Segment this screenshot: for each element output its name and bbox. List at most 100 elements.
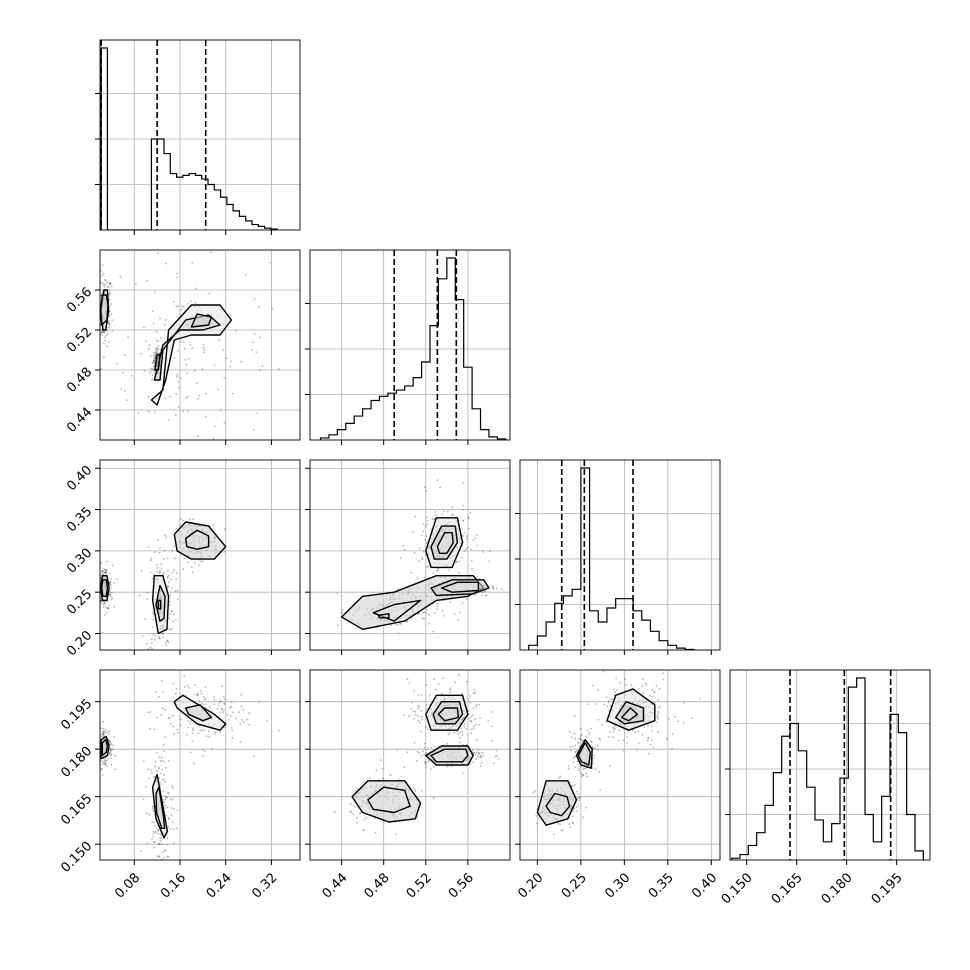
scatter-point xyxy=(614,691,616,694)
scatter-point xyxy=(597,718,600,721)
scatter-point xyxy=(462,508,464,511)
scatter-point xyxy=(154,634,157,637)
scatter-point xyxy=(109,754,112,757)
scatter-point xyxy=(609,765,612,767)
scatter-point xyxy=(159,839,162,842)
scatter-point xyxy=(615,677,617,680)
scatter-point xyxy=(453,613,456,615)
scatter-point xyxy=(425,535,428,538)
scatter-point xyxy=(606,705,609,708)
scatter-point xyxy=(425,703,428,706)
scatter-point xyxy=(375,769,378,772)
scatter-point xyxy=(476,544,479,547)
scatter-point xyxy=(168,395,171,398)
scatter-point xyxy=(104,762,107,765)
scatter-point xyxy=(158,855,161,857)
scatter-point xyxy=(194,684,197,686)
scatter-point xyxy=(214,425,216,428)
scatter-point xyxy=(424,486,426,489)
scatter-point xyxy=(470,720,473,723)
scatter-point xyxy=(98,762,100,764)
scatter-point xyxy=(559,823,561,826)
scatter-point xyxy=(197,564,200,566)
scatter-point xyxy=(162,744,165,746)
scatter-point xyxy=(420,789,423,792)
scatter-point xyxy=(109,750,112,753)
scatter-point xyxy=(160,567,163,570)
scatter-point xyxy=(340,611,343,614)
scatter-point xyxy=(143,326,145,329)
scatter-point xyxy=(492,587,495,590)
scatter-point xyxy=(175,393,178,396)
scatter-point xyxy=(174,590,177,593)
scatter-point xyxy=(220,685,223,687)
scatter-point xyxy=(569,781,572,783)
scatter-point xyxy=(177,349,180,352)
scatter-point xyxy=(472,761,474,763)
scatter-point xyxy=(475,757,478,760)
scatter-point xyxy=(153,359,155,361)
scatter-point xyxy=(151,838,153,841)
scatter-point xyxy=(164,781,167,783)
scatter-point xyxy=(573,732,576,735)
scatter-point xyxy=(153,846,155,849)
scatter-point xyxy=(245,274,247,276)
scatter-point xyxy=(222,349,225,351)
scatter-point xyxy=(155,348,158,351)
scatter-point xyxy=(108,341,110,343)
scatter-point xyxy=(474,718,477,721)
scatter-point xyxy=(420,534,423,537)
pair-panel-3-1 xyxy=(305,669,511,865)
scatter-point xyxy=(403,766,406,769)
scatter-point xyxy=(176,276,179,279)
scatter-point xyxy=(416,817,418,819)
scatter-point xyxy=(168,818,171,820)
scatter-point xyxy=(461,743,464,746)
scatter-point xyxy=(109,322,111,325)
scatter-point xyxy=(150,654,152,656)
y-tick-label: 0.52 xyxy=(64,325,95,356)
scatter-point xyxy=(577,793,580,796)
scatter-point xyxy=(109,310,111,313)
scatter-point xyxy=(652,746,655,749)
scatter-point xyxy=(174,692,177,695)
scatter-point xyxy=(100,367,103,370)
scatter-point xyxy=(164,534,167,537)
scatter-point xyxy=(469,701,472,704)
scatter-point xyxy=(218,233,220,235)
scatter-point xyxy=(104,339,107,342)
scatter-point xyxy=(191,347,194,349)
scatter-point xyxy=(653,701,656,704)
scatter-point xyxy=(100,733,103,736)
scatter-point xyxy=(175,572,178,575)
scatter-point xyxy=(599,789,601,791)
scatter-point xyxy=(568,823,571,826)
scatter-point xyxy=(104,728,107,731)
scatter-point xyxy=(653,690,656,693)
scatter-point xyxy=(229,365,232,368)
scatter-point xyxy=(219,731,222,733)
scatter-point xyxy=(532,791,535,794)
scatter-point xyxy=(482,551,484,553)
scatter-point xyxy=(641,734,644,736)
scatter-point xyxy=(189,344,192,346)
scatter-point xyxy=(462,520,465,522)
scatter-point xyxy=(461,556,463,559)
scatter-point xyxy=(427,565,430,568)
scatter-point xyxy=(102,272,105,275)
scatter-point xyxy=(423,742,426,745)
scatter-point xyxy=(154,760,157,763)
scatter-point xyxy=(417,719,420,722)
scatter-point xyxy=(109,283,112,286)
x-tick-label: 0.08 xyxy=(112,870,143,901)
scatter-point xyxy=(109,741,112,744)
scatter-point xyxy=(114,768,117,771)
scatter-point xyxy=(572,761,575,763)
scatter-point xyxy=(153,351,156,354)
scatter-point xyxy=(110,763,113,766)
scatter-point xyxy=(421,617,424,620)
scatter-point xyxy=(458,560,461,563)
x-tick-label: 0.20 xyxy=(515,870,546,901)
scatter-point xyxy=(154,690,157,693)
scatter-point xyxy=(153,360,155,362)
